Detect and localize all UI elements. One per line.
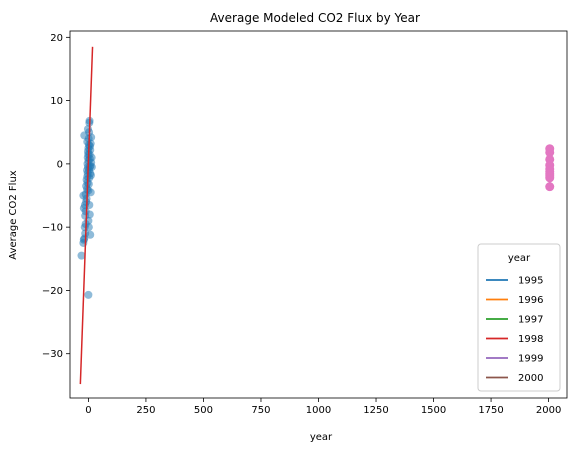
plot-area bbox=[77, 46, 555, 385]
legend-label: 2000 bbox=[518, 373, 543, 384]
x-tick-label: 250 bbox=[136, 405, 155, 416]
pink-point bbox=[545, 147, 555, 157]
x-tick-label: 500 bbox=[194, 405, 213, 416]
legend-label: 1995 bbox=[518, 276, 543, 287]
y-tick-label: −30 bbox=[42, 349, 63, 360]
x-tick-label: 750 bbox=[251, 405, 270, 416]
legend-label: 1998 bbox=[518, 334, 543, 345]
chart-title: Average Modeled CO2 Flux by Year bbox=[210, 11, 420, 25]
pink-point bbox=[545, 182, 555, 192]
x-axis-label: year bbox=[310, 432, 333, 443]
y-tick-label: −10 bbox=[42, 223, 63, 234]
pink-point bbox=[545, 173, 555, 183]
y-tick-label: 20 bbox=[50, 33, 63, 44]
x-tick-label: 1500 bbox=[421, 405, 446, 416]
legend-label: 1996 bbox=[518, 295, 543, 306]
x-tick-label: 0 bbox=[85, 405, 91, 416]
regression-line bbox=[79, 46, 94, 385]
scatter-point bbox=[84, 290, 93, 299]
scatter-point bbox=[87, 133, 96, 142]
x-tick-label: 2000 bbox=[536, 405, 561, 416]
scatter-point bbox=[86, 171, 95, 180]
legend: year 1995 1996 1997 1998 1999 2000 bbox=[477, 243, 561, 392]
legend-label: 1997 bbox=[518, 315, 543, 326]
y-tick-label: 0 bbox=[57, 159, 63, 170]
scatter-point bbox=[87, 153, 96, 162]
scatter-point bbox=[86, 142, 95, 151]
x-tick-label: 1750 bbox=[478, 405, 503, 416]
y-axis-label: Average CO2 Flux bbox=[8, 170, 19, 260]
x-tick-label: 1000 bbox=[306, 405, 331, 416]
legend-label: 1999 bbox=[518, 354, 543, 365]
axes: 0 250 500 750 1000 1250 1500 1750 2000 −30 −20 −10 0… bbox=[42, 30, 568, 416]
scatter-point bbox=[87, 163, 96, 172]
legend-title: year bbox=[508, 253, 531, 264]
scatter-point bbox=[77, 251, 86, 260]
scatter-point bbox=[85, 210, 94, 219]
scatter-point bbox=[86, 188, 95, 197]
y-tick-label: 10 bbox=[50, 96, 63, 107]
y-tick-label: −20 bbox=[42, 286, 63, 297]
x-tick-label: 1250 bbox=[363, 405, 388, 416]
